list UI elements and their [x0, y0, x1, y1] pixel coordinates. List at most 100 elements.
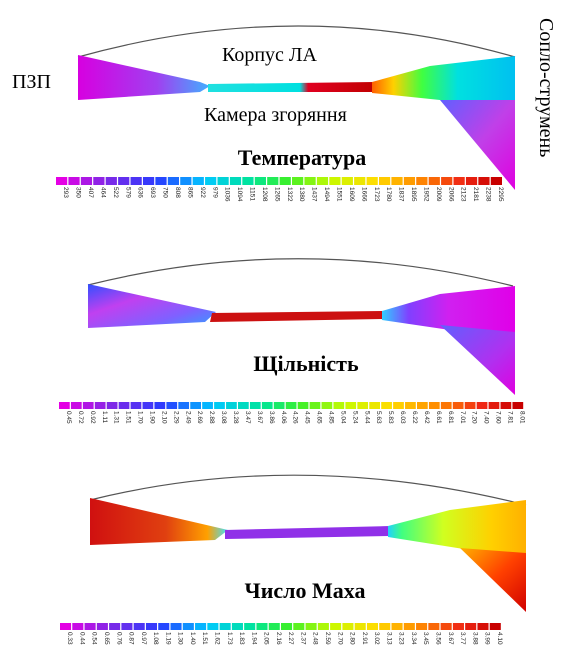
scale-tick-label: 636	[137, 187, 144, 198]
scale-tick-label: 2.80	[349, 632, 356, 645]
scale-swatch	[166, 402, 178, 409]
scale-swatch	[195, 623, 207, 630]
scale-swatch	[333, 402, 345, 409]
scale-swatch	[219, 623, 231, 630]
inlet-region	[90, 498, 228, 545]
scale-tick-label: 1.51	[125, 411, 132, 424]
aircraft-body-arc	[89, 474, 527, 506]
scale-tick-label: 2123	[460, 187, 467, 202]
scale-swatch	[488, 402, 500, 409]
scale-tick-label: 579	[124, 187, 131, 198]
scale-tick-label: 293	[62, 187, 69, 198]
scale-swatch	[416, 177, 428, 185]
scale-swatch	[292, 177, 304, 185]
scale-tick-label: 0.97	[140, 632, 147, 645]
scale-tick-label: 5.04	[339, 411, 346, 424]
scale-tick-label: 1.83	[238, 632, 245, 645]
scale-swatch	[68, 177, 80, 185]
scale-tick-label: 1.90	[149, 411, 156, 424]
scale-swatch	[72, 623, 84, 630]
scale-swatch	[105, 177, 117, 185]
scale-swatch	[477, 623, 489, 630]
scale-swatch	[428, 402, 440, 409]
scale-tick-label: 7.60	[495, 411, 502, 424]
scale-tick-label: 7.20	[471, 411, 478, 424]
scale-swatch	[281, 623, 293, 630]
scale-swatch	[316, 177, 329, 185]
scale-swatch	[133, 623, 145, 630]
scale-tick-label: 2.88	[208, 411, 215, 424]
scale-tick-label: 6.81	[447, 411, 454, 424]
scale-swatch	[109, 623, 121, 630]
scale-tick-label: 6.61	[435, 411, 442, 424]
scale-swatch	[279, 177, 291, 185]
panel-mach-number: Число Маха 0.33 0.44 0.54 0.65 0.76 0.87 0.97 1…	[60, 474, 527, 645]
scale-swatch	[261, 402, 273, 409]
scale-tick-label: 3.86	[268, 411, 275, 424]
scale-swatch	[130, 177, 142, 185]
scale-swatch	[180, 177, 192, 185]
scale-tick-label: 979	[211, 187, 218, 198]
scale-swatch	[268, 623, 280, 630]
scale-tick-label: 2.29	[172, 411, 179, 424]
scale-swatch	[285, 402, 297, 409]
scale-swatch	[478, 177, 490, 185]
scale-swatch	[155, 177, 167, 185]
scale-swatch	[391, 177, 403, 185]
scale-tick-label: 7.81	[507, 411, 514, 424]
scale-tick-label: 0.87	[128, 632, 135, 645]
scale-tick-label: 1094	[236, 187, 243, 202]
scale-swatch	[94, 402, 106, 409]
scale-tick-label: 2.27	[287, 632, 294, 645]
scale-tick-label: 4.10	[496, 632, 503, 645]
scale-swatch	[182, 623, 194, 630]
scale-tick-label: 1.30	[177, 632, 184, 645]
scale-tick-label: 1437	[311, 187, 318, 202]
scale-tick-label: 4.65	[316, 411, 323, 424]
plume-region	[440, 325, 515, 395]
scale-swatch	[393, 402, 404, 409]
scale-tick-label: 1609	[348, 187, 355, 202]
scale-swatch	[70, 402, 82, 409]
scale-tick-label: 464	[99, 187, 106, 198]
scale-swatch	[464, 402, 476, 409]
scale-tick-label: 0.54	[91, 632, 98, 645]
scale-tick-label: 693	[149, 187, 156, 198]
scale-tick-label: 3.02	[373, 632, 380, 645]
scale-swatch	[273, 402, 285, 409]
scale-swatch	[354, 177, 366, 185]
scale-tick-label: 1723	[373, 187, 380, 202]
scale-swatch	[154, 402, 166, 409]
scale-tick-label: 3.45	[422, 632, 429, 645]
scale-swatch	[238, 402, 249, 409]
scale-swatch	[217, 177, 229, 185]
scale-tick-label: 1.08	[152, 632, 159, 645]
scale-swatch	[130, 402, 142, 409]
scale-tick-label: 6.42	[423, 411, 430, 424]
scale-tick-label: 0.76	[115, 632, 122, 645]
body-label: Корпус ЛА	[222, 44, 317, 66]
scale-swatch	[226, 402, 237, 409]
scale-tick-label: 865	[186, 187, 193, 198]
scale-swatch	[242, 177, 254, 185]
scale-tick-label: 3.13	[385, 632, 392, 645]
combustion-chamber-region	[225, 526, 390, 539]
scale-swatch	[142, 402, 154, 409]
scale-tick-label: 4.85	[328, 411, 335, 424]
panel-title: Температура	[238, 145, 366, 170]
scale-swatch	[267, 177, 279, 185]
scale-swatch	[357, 402, 369, 409]
scale-tick-label: 1895	[410, 187, 417, 202]
scale-tick-label: 407	[87, 187, 94, 198]
inlet-label: ПЗП	[12, 71, 51, 93]
scale-tick-label: 922	[199, 187, 206, 198]
scale-swatch	[297, 402, 309, 409]
color-scale: 0.33 0.44 0.54 0.65 0.76 0.87 0.97 1.08 1.19 1.30…	[60, 623, 503, 645]
scale-swatch	[441, 177, 453, 185]
scale-tick-label: 3.23	[398, 632, 405, 645]
scale-tick-label: 1837	[398, 187, 405, 202]
scale-tick-label: 2.69	[196, 411, 203, 424]
scale-tick-label: 1322	[286, 187, 293, 202]
scale-tick-label: 1.11	[101, 411, 108, 424]
